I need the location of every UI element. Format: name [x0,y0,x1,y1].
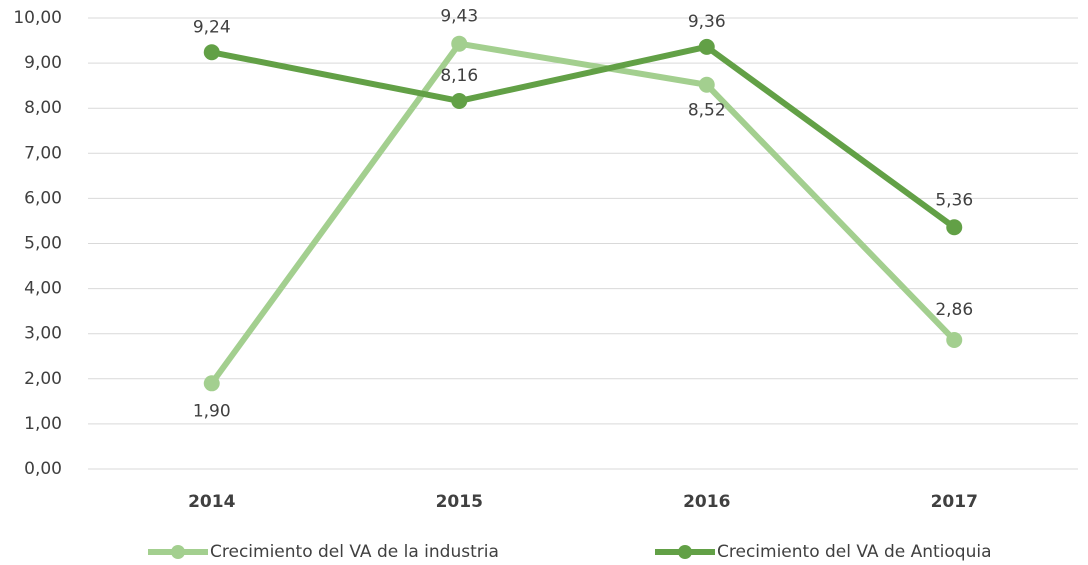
point [698,76,715,93]
y-tick-label: 10,00 [13,8,62,28]
legend-marker [171,545,185,559]
x-tick-label: 2015 [436,492,483,512]
y-tick-label: 9,00 [24,53,62,73]
data-label: 2,86 [935,300,973,320]
data-label: 9,36 [688,12,726,32]
y-tick-label: 2,00 [24,369,62,389]
data-label: 9,24 [193,17,231,37]
point [451,35,468,52]
x-tick-label: 2016 [683,492,730,512]
point [203,44,220,61]
legend-marker [678,545,692,559]
y-tick-label: 8,00 [24,98,62,118]
x-tick-label: 2017 [931,492,978,512]
data-label: 8,52 [688,101,726,121]
point [451,92,468,109]
y-tick-label: 5,00 [24,234,62,254]
y-tick-label: 1,00 [24,414,62,434]
point [203,375,220,392]
y-tick-label: 3,00 [24,324,62,344]
x-tick-label: 2014 [188,492,235,512]
series-line [209,40,957,386]
y-tick-label: 0,00 [24,459,62,479]
point [946,332,963,349]
data-label: 5,36 [935,190,973,210]
y-tick-label: 6,00 [24,188,62,208]
data-label: 9,43 [440,7,478,27]
point [698,38,715,55]
data-label: 1,90 [193,401,231,421]
y-tick-label: 4,00 [24,279,62,299]
series-line [211,43,957,230]
data-label: 8,16 [440,66,478,86]
y-tick-label: 7,00 [24,143,62,163]
point [946,219,963,236]
legend-label: Crecimiento del VA de la industria [210,542,499,562]
legend-label: Crecimiento del VA de Antioquia [717,542,992,562]
